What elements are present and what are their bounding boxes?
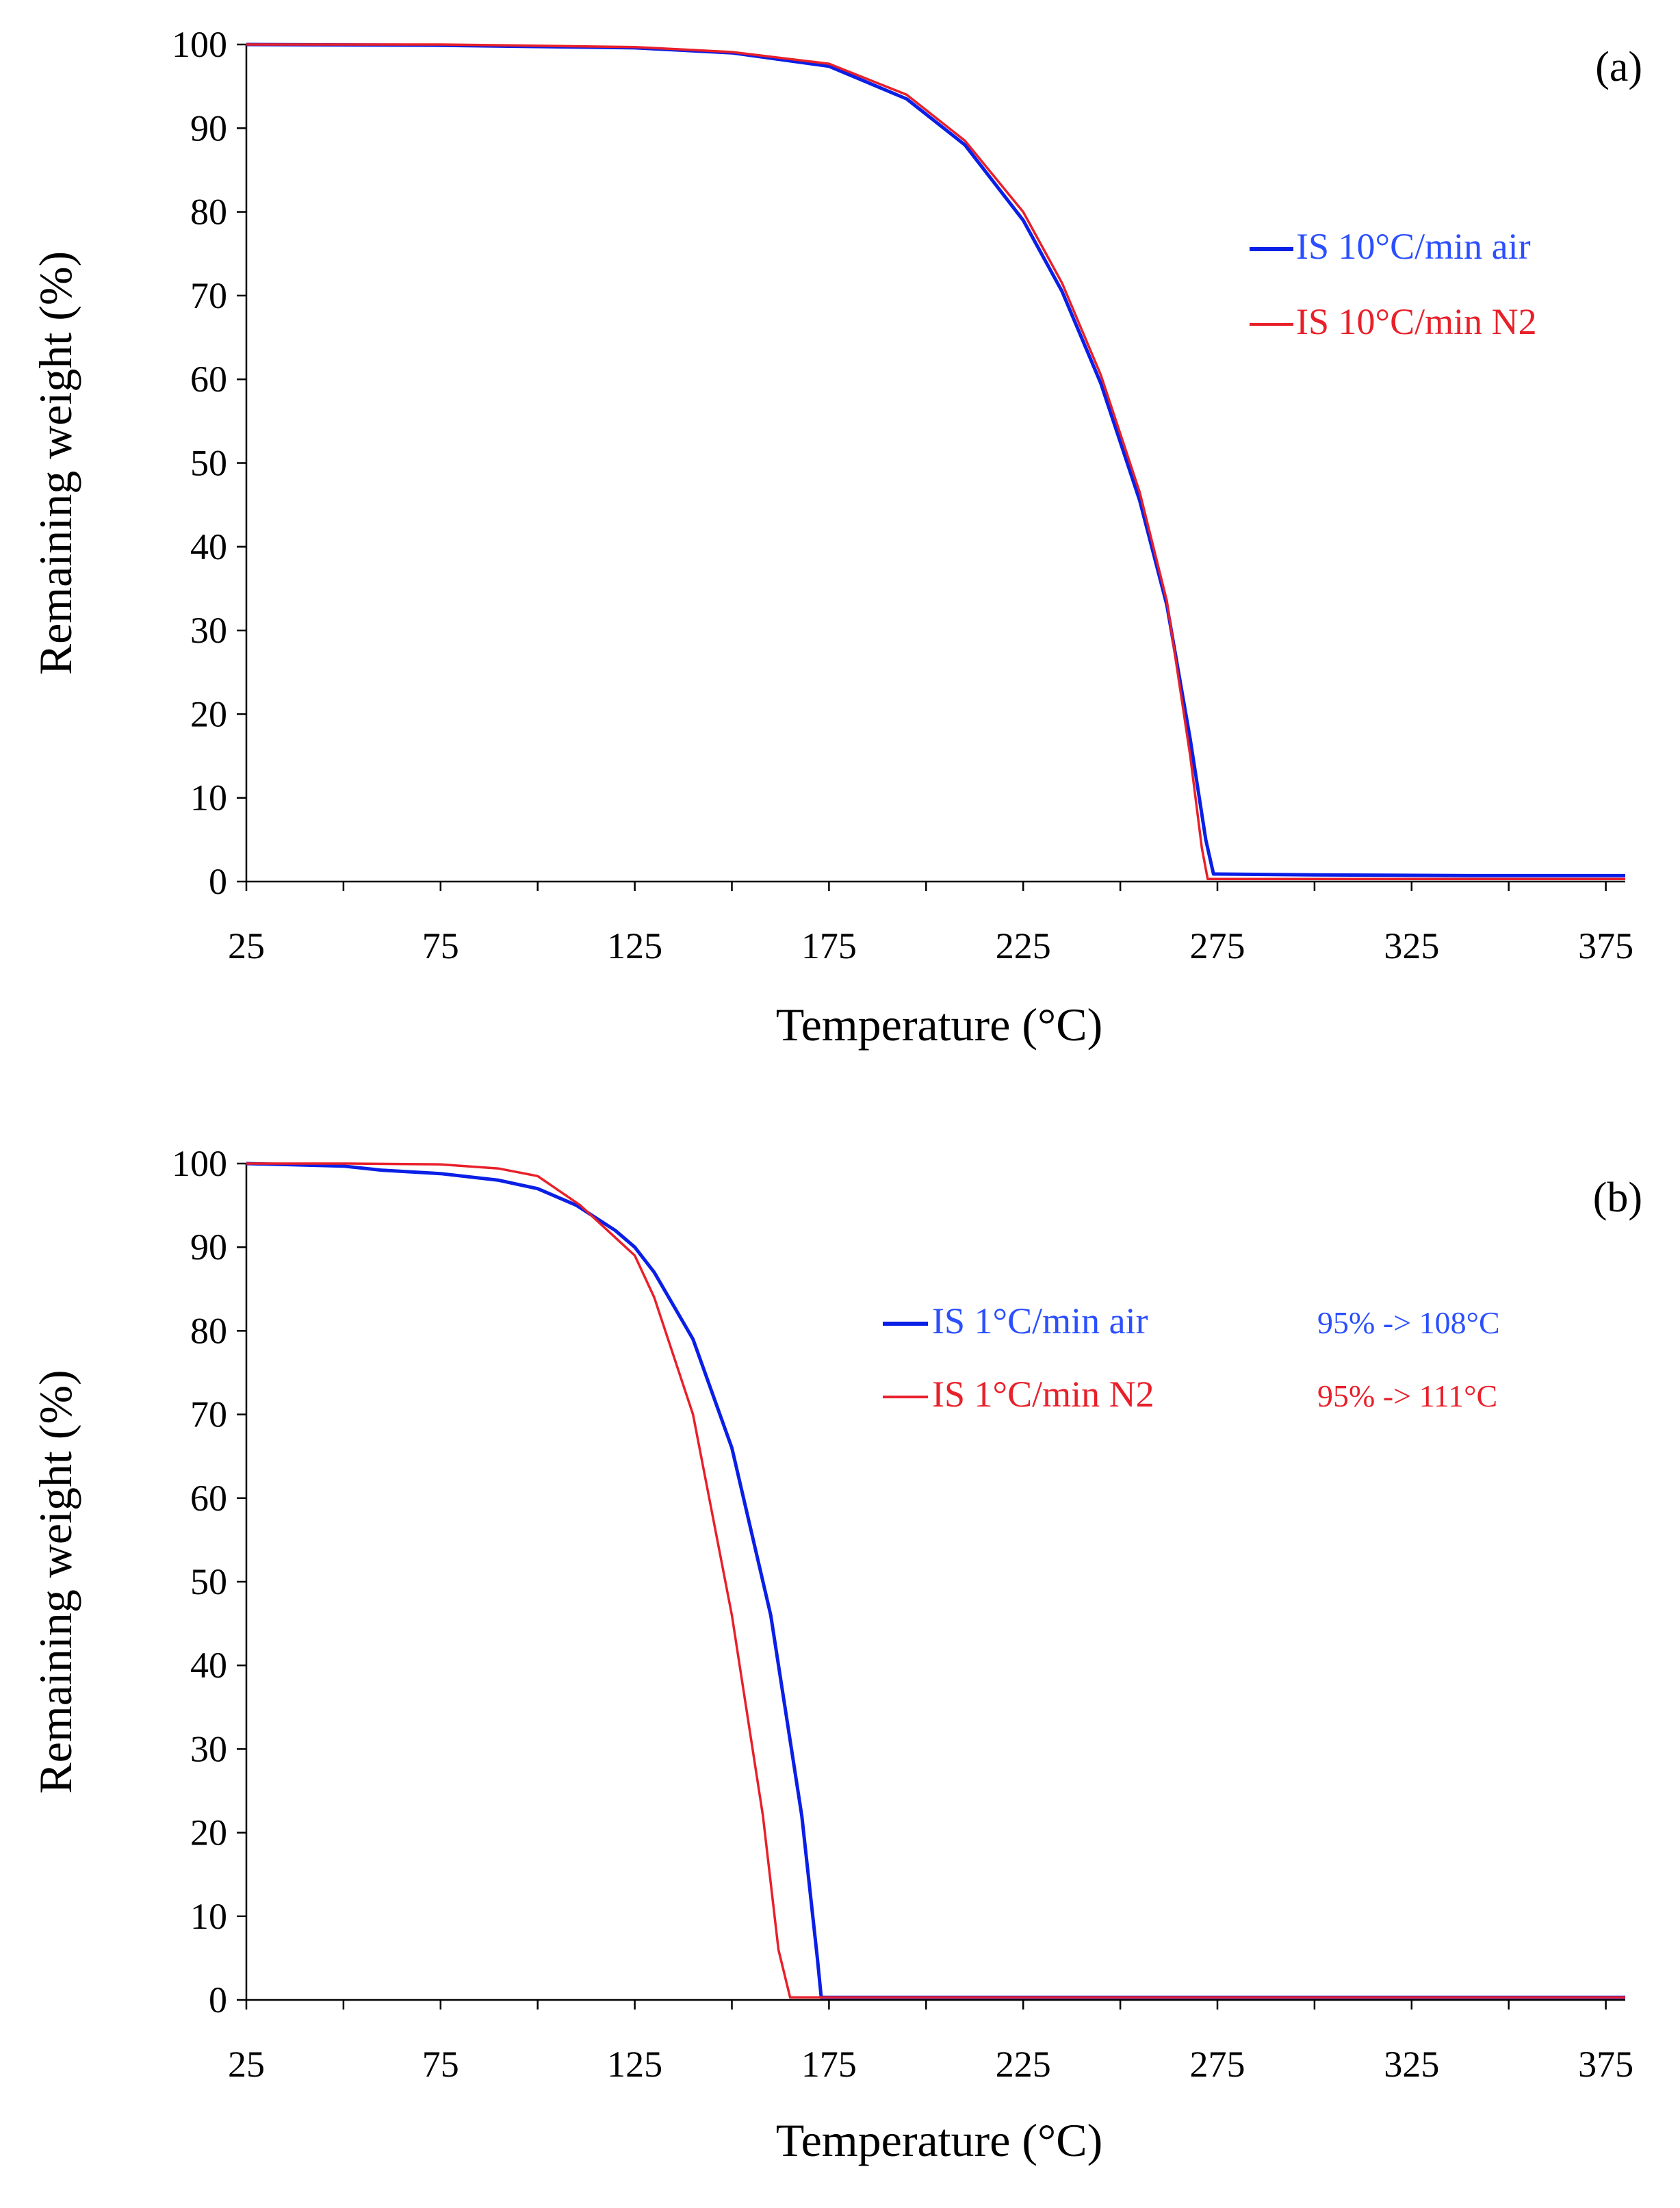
- y-axis-label: Remaining weight (%): [29, 1370, 81, 1793]
- x-tick-label: 75: [422, 925, 459, 966]
- x-tick-label: 175: [801, 2044, 857, 2085]
- y-tick-label: 70: [190, 1394, 227, 1435]
- y-tick-label: 20: [190, 1812, 227, 1853]
- legend: IS 10°C/min air IS 10°C/min N2: [1250, 226, 1537, 342]
- y-tick-label: 70: [190, 275, 227, 316]
- x-tick-label: 225: [996, 925, 1051, 966]
- y-tick-label: 80: [190, 1310, 227, 1351]
- y-ticks: 0 10 20 30 40 50 60 70 80 90 100: [172, 1143, 246, 2020]
- y-tick-label: 10: [190, 778, 227, 819]
- y-tick-label: 30: [190, 1728, 227, 1769]
- x-tick-label: 275: [1190, 2044, 1245, 2085]
- x-axis-label: Temperature (°C): [776, 999, 1102, 1051]
- y-tick-label: 30: [190, 610, 227, 651]
- x-tick-label: 25: [228, 925, 265, 966]
- legend-label-n2: IS 1°C/min N2: [932, 1374, 1154, 1415]
- y-tick-label: 90: [190, 107, 227, 149]
- series-line-air: [246, 42, 1625, 877]
- y-tick-label: 0: [209, 1979, 227, 2020]
- y-tick-label: 10: [190, 1896, 227, 1937]
- series-line-n2: [246, 1162, 1625, 1999]
- x-tick-label: 275: [1190, 925, 1245, 966]
- y-tick-label: 40: [190, 1645, 227, 1686]
- y-tick-label: 80: [190, 192, 227, 233]
- y-tick-label: 100: [172, 1143, 227, 1184]
- y-tick-label: 0: [209, 861, 227, 902]
- x-axis-label: Temperature (°C): [776, 2114, 1102, 2166]
- legend-annotation-air: 95% -> 108°C: [1317, 1305, 1500, 1340]
- x-ticks: 25 75 125 175 225 275 325 375: [228, 2000, 1633, 2085]
- series-layer: [246, 42, 1625, 881]
- x-tick-label: 175: [801, 925, 857, 966]
- x-tick-label: 75: [422, 2044, 459, 2085]
- y-tick-label: 40: [190, 526, 227, 567]
- x-tick-label: 225: [996, 2044, 1051, 2085]
- series-line-n2: [246, 43, 1625, 881]
- legend-label-air: IS 1°C/min air: [932, 1300, 1148, 1342]
- x-tick-label: 25: [228, 2044, 265, 2085]
- series-layer: [246, 1161, 1625, 1999]
- x-tick-label: 325: [1384, 925, 1439, 966]
- y-tick-label: 100: [172, 24, 227, 65]
- y-tick-label: 60: [190, 359, 227, 400]
- legend: IS 1°C/min air 95% -> 108°C IS 1°C/min N…: [883, 1300, 1500, 1415]
- legend-label-air: IS 10°C/min air: [1296, 226, 1531, 267]
- panel-label: (a): [1595, 44, 1642, 90]
- x-tick-label: 125: [607, 2044, 662, 2085]
- y-tick-label: 20: [190, 693, 227, 734]
- panel-b: 0 10 20 30 40 50 60 70 80 90 100 25 75 125 175 225 275 3…: [29, 1143, 1642, 2166]
- x-tick-label: 375: [1578, 925, 1633, 966]
- x-tick-label: 325: [1384, 2044, 1439, 2085]
- legend-label-n2: IS 10°C/min N2: [1296, 301, 1537, 342]
- y-axis-label: Remaining weight (%): [29, 251, 81, 675]
- series-line-air: [246, 1161, 1625, 1999]
- x-tick-label: 375: [1578, 2044, 1633, 2085]
- panel-a: 0 10 20 30 40 50 60 70 80 90 100 25 75 125 175 225 275 3…: [29, 24, 1642, 1051]
- x-tick-label: 125: [607, 925, 662, 966]
- legend-annotation-n2: 95% -> 111°C: [1317, 1378, 1497, 1413]
- y-tick-label: 50: [190, 443, 227, 484]
- panel-label: (b): [1593, 1174, 1642, 1221]
- y-tick-label: 50: [190, 1561, 227, 1602]
- y-ticks: 0 10 20 30 40 50 60 70 80 90 100: [172, 24, 246, 902]
- y-tick-label: 90: [190, 1227, 227, 1268]
- x-ticks: 25 75 125 175 225 275 325 375: [228, 882, 1633, 966]
- y-tick-label: 60: [190, 1478, 227, 1519]
